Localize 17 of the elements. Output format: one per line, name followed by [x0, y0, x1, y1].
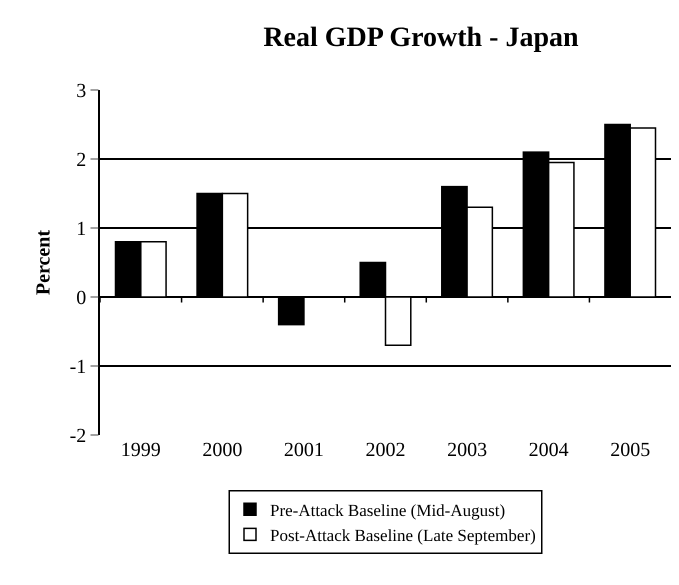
x-tick-label: 2003 — [447, 439, 488, 461]
y-tick-label: 1 — [76, 218, 86, 240]
x-tick-label: 2000 — [202, 439, 242, 461]
x-tick-label: 1999 — [120, 439, 161, 461]
y-tick-label: -2 — [70, 425, 86, 447]
x-tick-label: 2004 — [528, 439, 569, 461]
legend-label: Pre-Attack Baseline (Mid-August) — [270, 500, 506, 520]
x-tick-label: 2002 — [366, 439, 406, 461]
y-axis-title: Percent — [32, 230, 54, 296]
legend-label: Post-Attack Baseline (Late September) — [270, 526, 536, 545]
y-tick-label: -1 — [70, 356, 86, 378]
chart-title: Real GDP Growth - Japan — [263, 22, 580, 53]
x-tick-label: 2001 — [284, 439, 324, 461]
y-tick-label: 3 — [76, 80, 86, 102]
y-tick-label: 2 — [76, 149, 86, 171]
x-tick-label: 2005 — [610, 439, 650, 461]
y-tick-label: 0 — [76, 287, 86, 309]
